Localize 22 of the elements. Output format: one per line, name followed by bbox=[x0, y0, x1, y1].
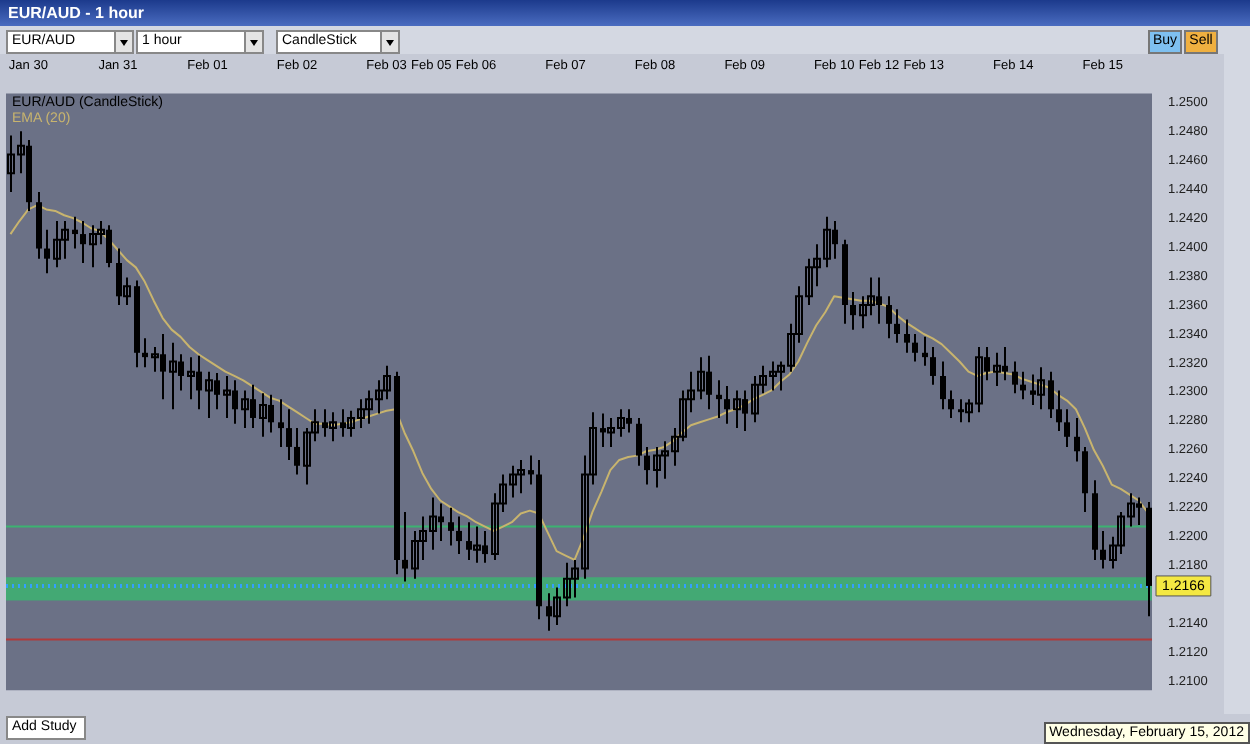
candlestick bbox=[1012, 360, 1018, 395]
candlestick bbox=[286, 408, 292, 461]
candlestick bbox=[886, 295, 892, 340]
candlestick bbox=[1074, 416, 1080, 463]
candlestick bbox=[636, 416, 642, 467]
candlestick bbox=[894, 308, 900, 344]
candlestick bbox=[1056, 389, 1062, 432]
candlestick bbox=[948, 389, 954, 419]
candlestick bbox=[716, 379, 722, 419]
candlestick bbox=[36, 191, 42, 260]
chart-title: EUR/AUD - 1 hour bbox=[0, 0, 1250, 26]
candlestick bbox=[1064, 408, 1070, 448]
candlestick bbox=[473, 525, 481, 564]
candlestick bbox=[904, 318, 910, 354]
candlestick bbox=[456, 515, 462, 556]
candlestick bbox=[922, 335, 928, 367]
candlestick bbox=[278, 398, 284, 448]
candlestick bbox=[940, 360, 946, 411]
candlestick bbox=[448, 506, 454, 547]
candlestick bbox=[912, 332, 918, 363]
candlestick bbox=[1082, 445, 1088, 514]
candlestick bbox=[930, 346, 936, 386]
